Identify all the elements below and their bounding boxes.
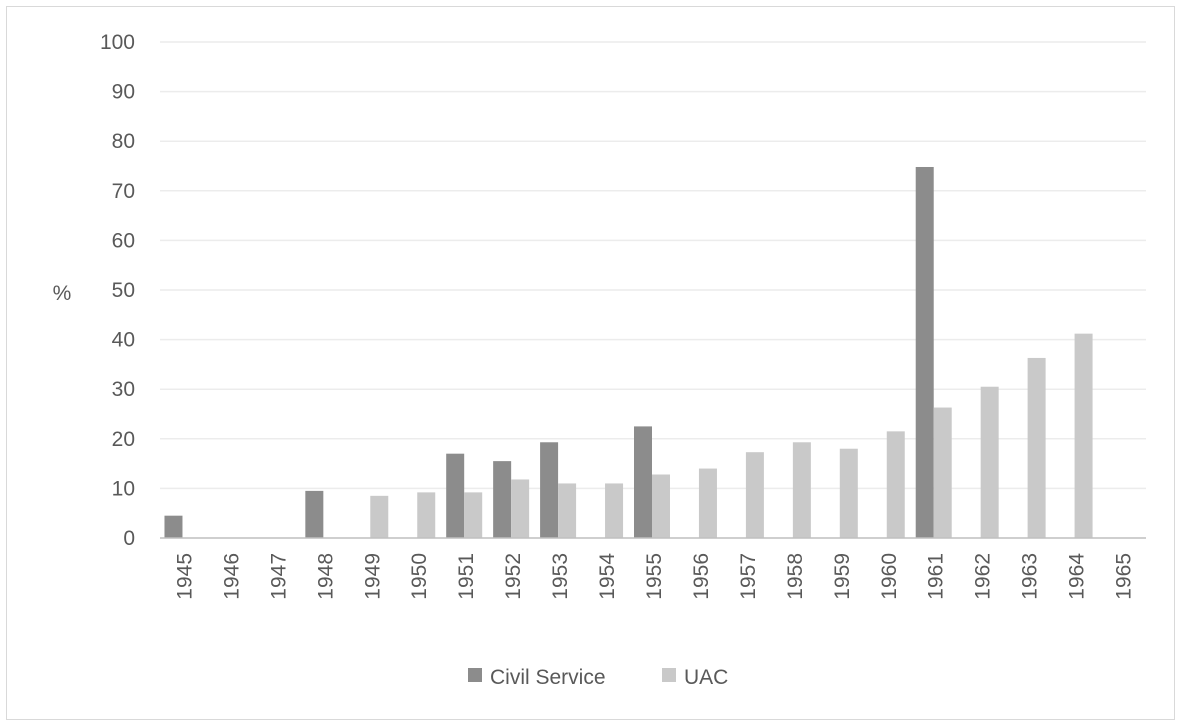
x-tick-label: 1961	[925, 553, 948, 600]
y-axis-ticks: 0 10 20 30 40 50 60 70 80 90 100	[100, 31, 135, 550]
y-tick-label: 40	[112, 329, 135, 352]
bar-uac-1963	[1028, 358, 1046, 538]
y-tick-label: 80	[112, 130, 135, 153]
x-tick-label: 1955	[643, 553, 666, 600]
bar-uac-1954	[605, 483, 623, 538]
legend-label: UAC	[684, 666, 728, 689]
bar-uac-1951	[464, 492, 482, 538]
x-tick-label: 1952	[502, 553, 525, 600]
legend: Civil Service UAC	[468, 666, 728, 689]
bar-civil-service-1952	[493, 461, 511, 538]
bar-uac-1950	[417, 492, 435, 538]
bar-civil-service-1961	[916, 167, 934, 538]
bar-civil-service-1955	[634, 426, 652, 538]
x-tick-label: 1962	[972, 553, 995, 600]
bar-uac-1964	[1075, 334, 1093, 538]
bar-uac-1957	[746, 452, 764, 538]
bar-uac-1956	[699, 469, 717, 538]
x-tick-label: 1959	[831, 553, 854, 600]
x-tick-label: 1965	[1113, 553, 1136, 600]
y-tick-label: 0	[123, 527, 135, 550]
x-axis-ticks: 1945 1946 1947 1948 1949 1950 1951 1952 1953 1954…	[173, 553, 1135, 600]
bars	[164, 167, 1092, 538]
y-tick-label: 100	[100, 31, 135, 54]
x-tick-label: 1954	[596, 553, 619, 600]
x-tick-label: 1953	[549, 553, 572, 600]
legend-swatch	[662, 668, 676, 682]
y-tick-label: 50	[112, 279, 135, 302]
x-tick-label: 1964	[1066, 553, 1089, 600]
bar-civil-service-1945	[164, 516, 182, 538]
bar-uac-1953	[558, 483, 576, 538]
bar-uac-1952	[511, 479, 529, 538]
x-tick-label: 1956	[690, 553, 713, 600]
bar-uac-1961	[934, 408, 952, 538]
x-tick-label: 1947	[267, 553, 290, 600]
bar-civil-service-1951	[446, 454, 464, 538]
legend-swatch	[468, 668, 482, 682]
bar-uac-1949	[370, 496, 388, 538]
x-tick-label: 1946	[220, 553, 243, 600]
legend-label: Civil Service	[490, 666, 606, 689]
y-tick-label: 10	[112, 477, 135, 500]
bar-uac-1958	[793, 442, 811, 538]
y-tick-label: 90	[112, 81, 135, 104]
bar-uac-1960	[887, 431, 905, 538]
bar-civil-service-1948	[305, 491, 323, 538]
x-tick-label: 1963	[1019, 553, 1042, 600]
x-tick-label: 1958	[784, 553, 807, 600]
x-tick-label: 1949	[361, 553, 384, 600]
x-tick-label: 1950	[408, 553, 431, 600]
bar-civil-service-1953	[540, 442, 558, 538]
y-tick-label: 30	[112, 378, 135, 401]
bar-uac-1959	[840, 449, 858, 538]
x-tick-label: 1951	[455, 553, 478, 600]
x-tick-label: 1957	[737, 553, 760, 600]
y-tick-label: 20	[112, 428, 135, 451]
bar-uac-1955	[652, 475, 670, 538]
bar-uac-1962	[981, 387, 999, 538]
y-tick-label: 70	[112, 180, 135, 203]
x-tick-label: 1948	[314, 553, 337, 600]
y-axis-label: %	[53, 282, 72, 305]
y-tick-label: 60	[112, 229, 135, 252]
x-tick-label: 1960	[878, 553, 901, 600]
x-tick-label: 1945	[173, 553, 196, 600]
